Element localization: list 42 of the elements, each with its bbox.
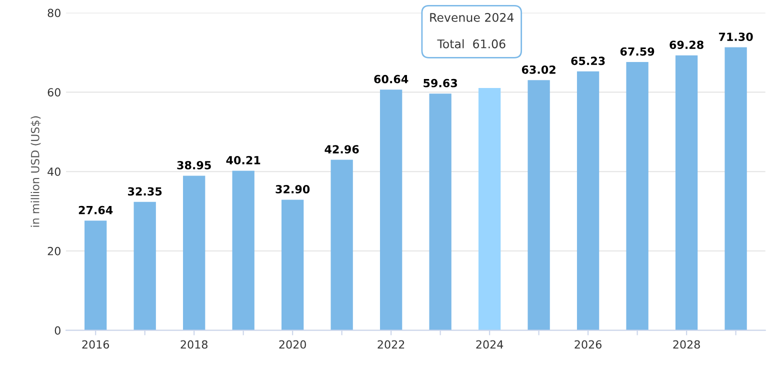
data-label: 67.59: [620, 47, 654, 56]
bar: [380, 90, 402, 330]
y-tick-label: 60: [48, 88, 60, 97]
data-label: 32.90: [276, 185, 310, 194]
bar: [282, 200, 304, 330]
data-label: 42.96: [324, 145, 359, 154]
data-label: 38.95: [177, 160, 211, 170]
annotation: Revenue 2024: [430, 12, 514, 22]
x-tick-label: 2024: [476, 340, 504, 349]
bar: [675, 55, 698, 330]
x-tick-label: 2028: [673, 340, 700, 349]
y-axis-title: in million USD (US$): [30, 116, 41, 227]
data-label: 27.64: [78, 206, 113, 214]
y-tick-label: 80: [48, 8, 60, 18]
data-label: 69.28: [670, 40, 704, 50]
data-label: 71.30: [718, 32, 753, 41]
bar: [232, 170, 254, 330]
bar: [429, 94, 452, 330]
data-label: 40.21: [226, 156, 260, 164]
bar: [84, 220, 107, 330]
bar: [183, 176, 206, 330]
x-tick-label: 2022: [378, 340, 404, 349]
bar: [576, 71, 600, 330]
y-tick-label: 40: [48, 168, 60, 176]
bar: [330, 160, 353, 330]
data-label: 32.35: [128, 187, 162, 196]
data-label: 60.64: [374, 74, 408, 84]
data-label: 65.23: [571, 56, 605, 66]
x-tick-label: 2018: [180, 340, 208, 349]
annotation: Total 61.06: [437, 39, 506, 48]
y-tick-label: 0: [54, 326, 60, 335]
bar: [724, 47, 747, 330]
y-tick-label: 20: [48, 246, 60, 256]
x-tick-label: 2016: [82, 340, 110, 349]
x-tick-label: 2026: [574, 340, 602, 349]
x-tick-label: 2020: [279, 340, 306, 349]
bar: [134, 202, 156, 330]
bar: [478, 88, 501, 330]
bar: [626, 62, 648, 330]
bar: [528, 80, 550, 330]
data-label: 59.63: [424, 78, 458, 88]
data-label: 63.02: [522, 65, 556, 74]
